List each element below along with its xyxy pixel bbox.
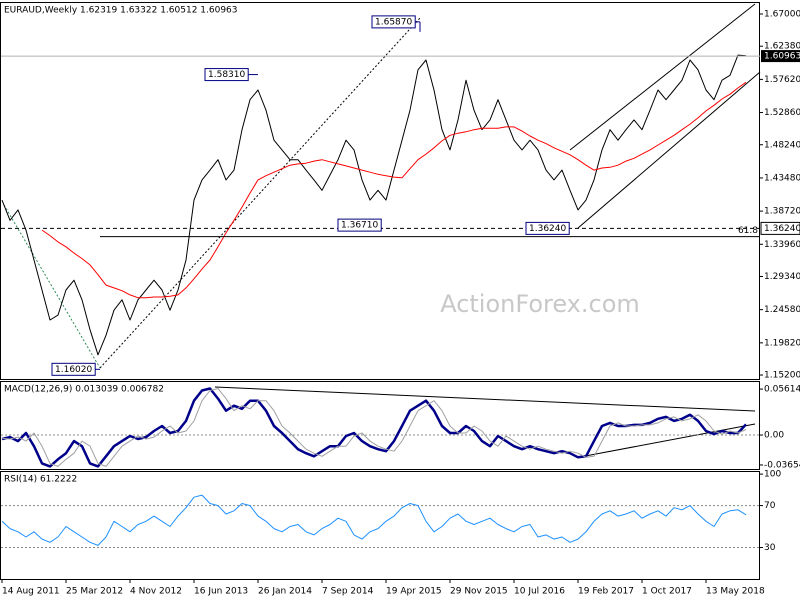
x-tick-label: 14 Aug 2011: [2, 587, 60, 597]
fib-label: 61.8: [738, 226, 758, 236]
y-tick-label: 0.056148: [764, 385, 800, 395]
pivot-box: [51, 362, 96, 376]
y-tick-label: 30: [764, 543, 776, 553]
pivot-label: 1.36710: [341, 221, 378, 231]
pivot-box: [204, 68, 249, 82]
panel-title: RSI(14) 61.2222: [4, 475, 77, 485]
x-tick-label: 7 Sep 2014: [322, 587, 374, 597]
x-tick-label: 16 Jun 2013: [194, 587, 248, 597]
y-tick-label: 1.67000: [764, 10, 800, 20]
x-tick-label: 26 Jan 2014: [258, 587, 312, 597]
y-tick-label: 1.62380: [764, 42, 800, 52]
macd-panel-frame: [0, 381, 760, 470]
macd-trendline: [579, 423, 756, 458]
x-tick-label: 4 Nov 2012: [130, 587, 182, 597]
level-tag: [760, 221, 800, 235]
series-line: [1, 388, 747, 467]
x-tick-label: 19 Apr 2015: [386, 587, 442, 597]
last-price-label: 1.60963: [764, 52, 800, 62]
series-line: [1, 387, 747, 468]
panel-title: MACD(12,26,9) 0.013039 0.006782: [4, 385, 164, 395]
pivot-label: 1.65870: [375, 17, 412, 27]
pivot-label: 1.16020: [55, 365, 92, 375]
y-tick-label: 1.19820: [764, 338, 800, 348]
x-tick-label: 25 Mar 2012: [66, 587, 123, 597]
pivot-box: [371, 15, 416, 29]
level-label: 1.36240: [764, 224, 800, 234]
last-price-tag: [761, 50, 800, 63]
y-tick-label: 1.57620: [764, 75, 800, 85]
channel-line: [577, 71, 761, 229]
series-line: [41, 81, 747, 299]
y-tick-label: 1.24580: [764, 305, 800, 315]
rsi-panel-frame: [0, 471, 760, 580]
plot-layer: EURAUD,Weekly 1.62319 1.63322 1.60512 1.…: [1, 6, 800, 597]
x-tick-label: 19 Feb 2017: [578, 587, 634, 597]
trendline: [99, 17, 421, 369]
price-panel-frame: [0, 2, 760, 380]
pivot-label: 1.58310: [208, 70, 245, 80]
x-tick-label: 10 Jul 2016: [514, 587, 565, 597]
series-line: [1, 54, 747, 356]
trendline: [3, 204, 101, 369]
y-tick-label: 0.00: [764, 431, 784, 441]
y-tick-label: 1.15200: [764, 371, 800, 381]
x-tick-label: 1 Oct 2017: [642, 587, 692, 597]
y-tick-label: 1.33960: [764, 240, 800, 250]
channel-line: [569, 3, 756, 151]
pivot-box: [337, 218, 382, 232]
y-tick-label: 1.52860: [764, 108, 800, 118]
y-tick-label: 70: [764, 501, 776, 511]
series-line: [1, 494, 747, 546]
x-tick-label: 13 May 2018: [706, 587, 765, 597]
watermark: ActionForex.com: [440, 290, 640, 318]
x-tick-label: 29 Nov 2015: [450, 587, 508, 597]
pivot-label: 1.36240: [529, 224, 566, 234]
y-tick-label: 1.29340: [764, 272, 800, 282]
y-tick-label: 1.43480: [764, 173, 800, 183]
y-tick-label: -0.036548: [764, 460, 800, 470]
y-tick-label: 100: [764, 470, 781, 480]
y-tick-label: 1.38720: [764, 207, 800, 217]
pivot-box: [525, 221, 570, 235]
macd-trendline: [214, 386, 756, 412]
y-tick-label: 1.48240: [764, 140, 800, 150]
panel-title: EURAUD,Weekly 1.62319 1.63322 1.60512 1.…: [4, 6, 238, 16]
